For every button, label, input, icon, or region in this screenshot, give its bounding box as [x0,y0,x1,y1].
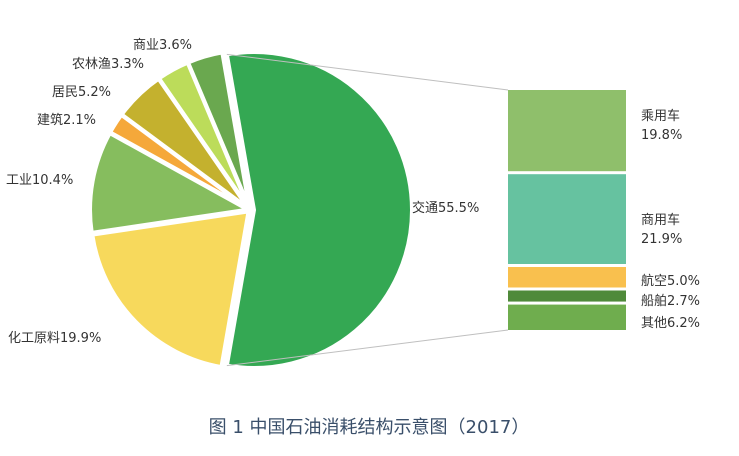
chart-title: 图 1 中国石油消耗结构示意图（2017） [209,417,530,438]
bar-label-shipping: 船舶2.7% [641,293,700,309]
label-group: 交通55.5% 化工原料19.9% 工业10.4% 建筑2.1% 居民5.2% … [6,38,700,346]
bar-segment-aviation [508,267,626,288]
bar-segment-shipping [508,290,626,302]
bar-label-other: 其他6.2% [641,316,700,331]
bar-label-commercial-value: 21.9% [641,232,682,247]
breakdown-stack [508,90,626,330]
slice-label-residential: 居民5.2% [52,85,111,100]
connector-line-top [226,53,509,91]
bar-segment-commercial [508,174,626,264]
bar-label-commercial-name: 商用车 [641,212,680,228]
connector-lines [226,53,509,367]
pie-group [88,50,414,370]
pie-slice-chemical [90,209,251,370]
bar-segment-other [508,304,626,330]
pie-slice-transport [224,50,414,370]
slice-label-construction: 建筑2.1% [37,112,96,128]
slice-label-transport: 交通55.5% [412,200,479,216]
bar-label-aviation: 航空5.0% [641,273,700,289]
pie-slice-industry [88,131,251,235]
bar-segment-passenger [508,90,626,172]
bar-label-passenger-name: 乘用车 [641,108,680,124]
bar-label-passenger-value: 19.8% [641,128,682,143]
slice-label-industry: 工业10.4% [6,173,73,188]
slice-label-agriculture: 农林渔3.3% [72,57,144,72]
slice-label-chemical: 化工原料19.9% [8,331,101,346]
connector-line-bottom [226,329,509,367]
slice-label-commerce: 商业3.6% [133,38,192,53]
pie-slice-commerce [186,50,252,211]
